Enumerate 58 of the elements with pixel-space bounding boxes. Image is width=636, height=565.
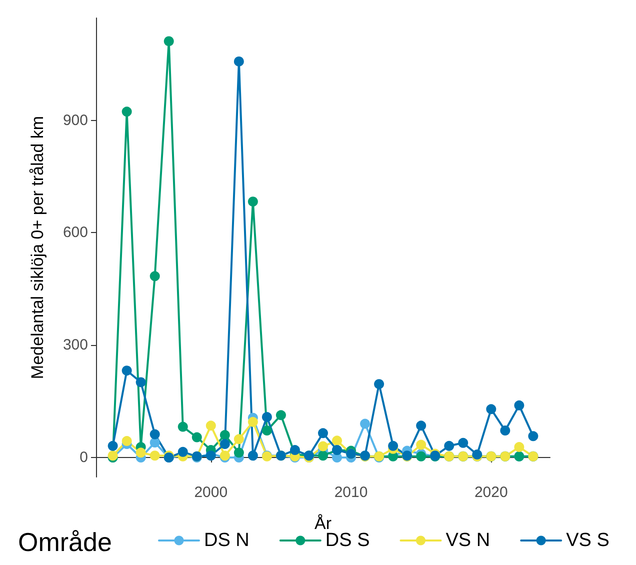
point — [318, 450, 328, 461]
point — [122, 366, 132, 376]
point — [486, 404, 496, 414]
point — [136, 377, 146, 388]
point — [248, 196, 258, 207]
point — [528, 431, 538, 442]
point — [318, 428, 328, 438]
x-axis-title: År — [314, 514, 332, 533]
point — [136, 448, 146, 458]
point — [416, 420, 426, 431]
point — [178, 446, 188, 457]
point — [514, 442, 524, 452]
y-tick-label: 600 — [62, 224, 88, 242]
point — [248, 416, 258, 427]
point — [444, 440, 454, 451]
point — [332, 436, 342, 446]
point — [416, 440, 426, 450]
point — [164, 36, 174, 46]
point — [374, 379, 384, 390]
point — [248, 450, 258, 461]
point — [500, 426, 510, 436]
y-tick-label: 300 — [62, 336, 88, 354]
y-tick-label: 900 — [62, 112, 88, 129]
point — [220, 439, 230, 450]
point — [458, 438, 468, 448]
point — [416, 451, 426, 462]
point — [290, 445, 300, 456]
point — [220, 430, 230, 440]
point — [262, 426, 272, 436]
legend-title: Område — [18, 527, 112, 557]
point — [318, 441, 328, 452]
point — [276, 410, 286, 420]
x-tick-label: 2000 — [194, 484, 228, 501]
x-tick-label: 2020 — [474, 484, 508, 501]
legend-label: VS S — [566, 530, 610, 551]
point — [234, 56, 244, 66]
legend-label: DS S — [325, 530, 370, 551]
point — [150, 438, 160, 448]
point — [108, 440, 118, 451]
point — [234, 448, 244, 458]
point — [514, 400, 524, 410]
point — [388, 440, 398, 451]
point — [150, 450, 160, 461]
point — [234, 434, 244, 444]
y-axis-title: Medelantal siklöja 0+ per trålad km — [28, 116, 47, 380]
legend-label: DS N — [204, 530, 250, 551]
point — [122, 436, 132, 446]
legend-label: VS N — [446, 530, 490, 551]
x-tick-label: 2010 — [334, 484, 368, 501]
y-tick-label: 0 — [80, 449, 88, 466]
point — [360, 418, 370, 429]
point — [178, 422, 188, 432]
point — [192, 432, 202, 442]
point — [150, 271, 160, 282]
point — [206, 420, 216, 431]
point — [150, 429, 160, 440]
point — [122, 106, 132, 117]
point — [262, 412, 272, 422]
